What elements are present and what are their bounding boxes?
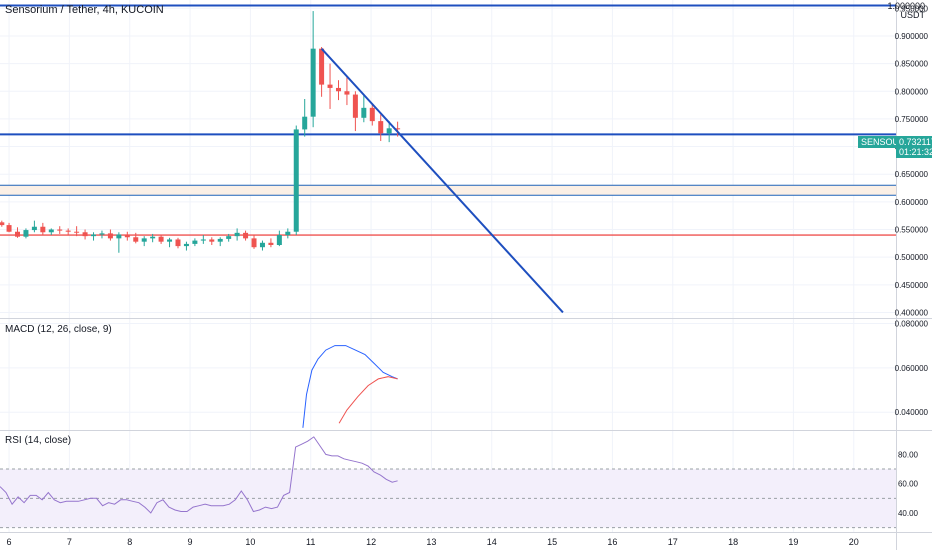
candle-body xyxy=(310,48,316,117)
price-axis-tick: 0.750000 xyxy=(895,115,929,124)
trendline[interactable] xyxy=(320,47,564,314)
time-axis-tick: 20 xyxy=(849,537,859,547)
candle-body xyxy=(395,128,401,130)
candle-body xyxy=(344,91,350,95)
time-axis-tick: 14 xyxy=(487,537,497,547)
candle-body xyxy=(259,242,265,248)
candle-body xyxy=(82,232,88,237)
candle-body xyxy=(167,239,173,242)
candle-body xyxy=(369,107,375,122)
candle-body xyxy=(74,231,80,233)
candle-body xyxy=(327,84,333,88)
candle-body xyxy=(141,238,147,242)
macd-axis-tick: 0.040000 xyxy=(895,408,929,417)
candle-body xyxy=(276,235,282,245)
price-axis-tick: 0.600000 xyxy=(895,198,929,207)
price-axis-tick: 0.800000 xyxy=(895,87,929,96)
price-axis-tick: 0.850000 xyxy=(895,60,929,69)
macd-label: MACD (12, 26, close, 9) xyxy=(5,324,112,335)
candle-body xyxy=(107,233,113,239)
time-axis-tick: 16 xyxy=(607,537,617,547)
time-axis-tick: 10 xyxy=(245,537,255,547)
candle-body xyxy=(183,243,189,247)
time-axis-tick: 7 xyxy=(67,537,72,547)
time-axis-tick: 9 xyxy=(188,537,193,547)
price-axis-tick: 0.900000 xyxy=(895,32,929,41)
candle-body xyxy=(302,116,308,130)
time-axis-tick: 12 xyxy=(366,537,376,547)
time-axis-tick: 18 xyxy=(728,537,738,547)
candle-body xyxy=(378,121,384,134)
chart-title: Sensorium / Tether, 4h, KUCOIN xyxy=(5,4,164,16)
price-tag: 0.732117 xyxy=(896,136,932,148)
candle-body xyxy=(133,237,139,242)
candle-body xyxy=(319,48,325,85)
rsi-label: RSI (14, close) xyxy=(5,435,72,446)
candle-body xyxy=(175,239,181,247)
price-axis-tick: 0.500000 xyxy=(895,253,929,262)
time-axis-tick: 8 xyxy=(127,537,132,547)
candle-body xyxy=(65,230,71,232)
candle-body xyxy=(209,239,215,242)
candle-body xyxy=(217,238,223,242)
candle-body xyxy=(158,236,164,242)
candle-body xyxy=(335,87,341,92)
time-axis-tick: 19 xyxy=(788,537,798,547)
candle-body xyxy=(361,107,367,118)
macd-axis-tick: 0.080000 xyxy=(895,319,929,328)
candle-body xyxy=(91,234,97,237)
signal-line xyxy=(338,376,398,424)
candle-body xyxy=(268,242,274,245)
currency-line2: USDT xyxy=(900,10,926,20)
currency-line1: 1.000000 xyxy=(887,1,925,11)
candle-body xyxy=(124,234,130,238)
candle-body xyxy=(386,128,392,134)
candle-body xyxy=(226,236,232,239)
candle-body xyxy=(285,231,291,236)
candle-body xyxy=(14,231,20,237)
candle-body xyxy=(116,234,122,239)
candle-body xyxy=(234,232,240,237)
price-axis-tick: 0.400000 xyxy=(895,308,929,317)
candle-body xyxy=(200,239,206,241)
candle-body xyxy=(99,233,105,235)
price-axis-tick: 0.950000 xyxy=(895,4,929,13)
time-axis-tick: 6 xyxy=(7,537,12,547)
rsi-axis-tick: 80.00 xyxy=(898,450,919,459)
time-axis-tick: 15 xyxy=(547,537,557,547)
candle-body xyxy=(192,240,198,244)
price-axis-tick: 0.650000 xyxy=(895,170,929,179)
currency-label: 1.000000 USDT xyxy=(887,2,925,20)
macd-axis-tick: 0.060000 xyxy=(895,364,929,373)
rsi-axis-tick: 60.00 xyxy=(898,480,919,489)
candle-body xyxy=(150,236,156,239)
candle-body xyxy=(48,229,54,233)
candle-body xyxy=(23,230,29,237)
candle-body xyxy=(31,226,37,231)
countdown-tag: 01:21:32 xyxy=(896,146,932,158)
candle-body xyxy=(251,238,257,248)
price-axis-tick: 0.450000 xyxy=(895,281,929,290)
candle-body xyxy=(57,229,63,231)
candle-body xyxy=(293,129,299,232)
rsi-line xyxy=(0,436,398,514)
rsi-axis-tick: 40.00 xyxy=(898,509,919,518)
macd-line xyxy=(302,345,398,428)
candle-body xyxy=(40,226,46,233)
candle-body xyxy=(243,232,249,239)
candle-body xyxy=(0,222,5,226)
candle-body xyxy=(352,94,358,118)
time-axis-tick: 11 xyxy=(306,537,315,547)
time-axis-tick: 17 xyxy=(668,537,678,547)
candle-body xyxy=(6,225,12,232)
time-axis-tick: 13 xyxy=(426,537,436,547)
price-axis-tick: 0.550000 xyxy=(895,226,929,235)
supply-zone xyxy=(0,185,896,196)
